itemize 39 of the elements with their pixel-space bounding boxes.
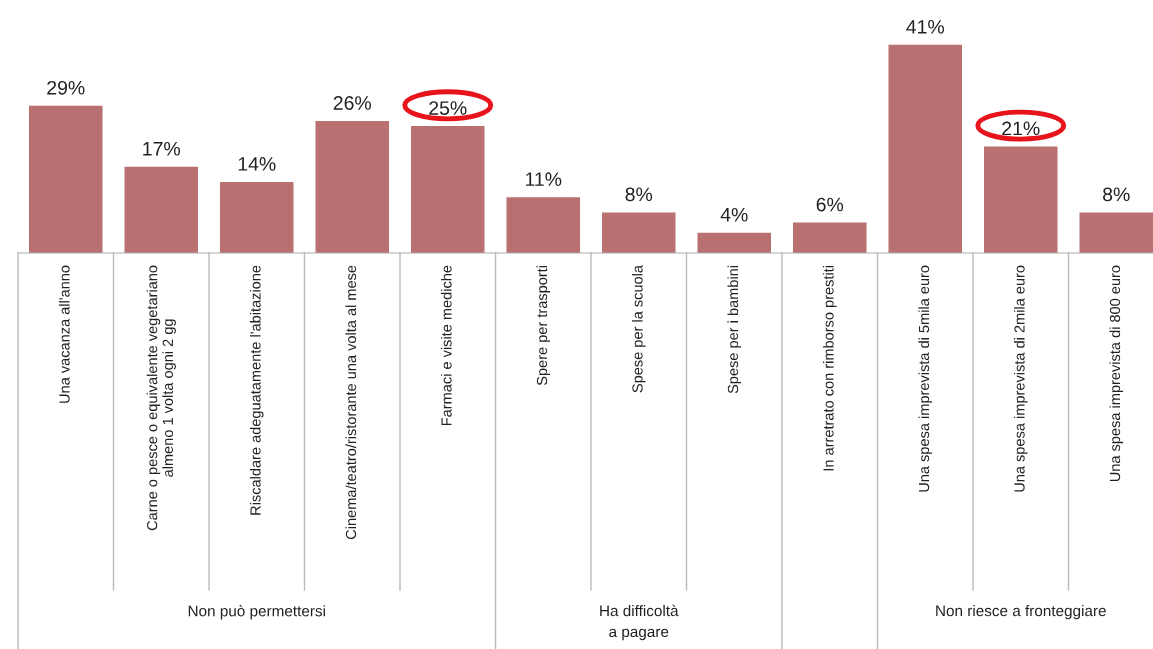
data-label: 26% xyxy=(333,96,372,110)
text: Ha difficoltà a pagare xyxy=(600,604,679,641)
bar xyxy=(888,44,963,253)
bar xyxy=(601,212,676,253)
text: Non riesce a fronteggiare xyxy=(936,605,1106,620)
data-label: 8% xyxy=(1103,187,1130,202)
bar xyxy=(697,232,772,253)
bar xyxy=(983,146,1058,253)
bar xyxy=(1079,212,1153,253)
data-label: 8% xyxy=(625,187,653,202)
bar xyxy=(410,126,485,253)
x-tick-label: Spese per la scuola xyxy=(631,264,646,393)
x-tick-label: Riscaldare adeguatamente l'abitazione xyxy=(249,265,264,515)
x-tick-label: Una vacanza all'anno xyxy=(58,265,70,403)
x-tick-label: Carne o pesce o equivalente vegetariano almeno 1 volta ogni 2 gg xyxy=(146,265,176,531)
data-label: 21% xyxy=(1002,121,1040,136)
x-tick-label: Una spesa imprevista di 800 euro xyxy=(1109,265,1124,482)
x-tick-label: In arretrato con rimborso prestiti xyxy=(822,265,837,471)
data-label: 29% xyxy=(47,80,85,95)
x-tick-label: Una spesa imprevista di 5mila euro xyxy=(918,265,933,492)
data-label: 17% xyxy=(143,141,181,156)
data-label: 4% xyxy=(720,207,748,222)
data-label: 41% xyxy=(906,20,945,34)
data-label: 6% xyxy=(816,197,844,212)
x-tick-label: Cinema/teatro/ristorante una volta al mese xyxy=(345,265,357,540)
x-tick-label: Spere per trasporti xyxy=(536,265,551,386)
x-tick-label: Farmaci e visite mediche xyxy=(440,265,452,426)
data-label: 14% xyxy=(238,157,276,171)
bar xyxy=(792,222,867,253)
data-label: 25% xyxy=(429,101,467,115)
bar xyxy=(219,181,294,253)
bar xyxy=(28,105,103,253)
x-tick-label: Una spesa imprevista di 2mila euro xyxy=(1013,265,1028,492)
bar xyxy=(124,166,199,253)
bar xyxy=(315,121,390,253)
text: Non può permettersi xyxy=(188,605,325,620)
x-tick-label: Spese per i bambini xyxy=(727,265,742,394)
data-label: 11% xyxy=(525,172,562,186)
bar xyxy=(506,197,581,253)
